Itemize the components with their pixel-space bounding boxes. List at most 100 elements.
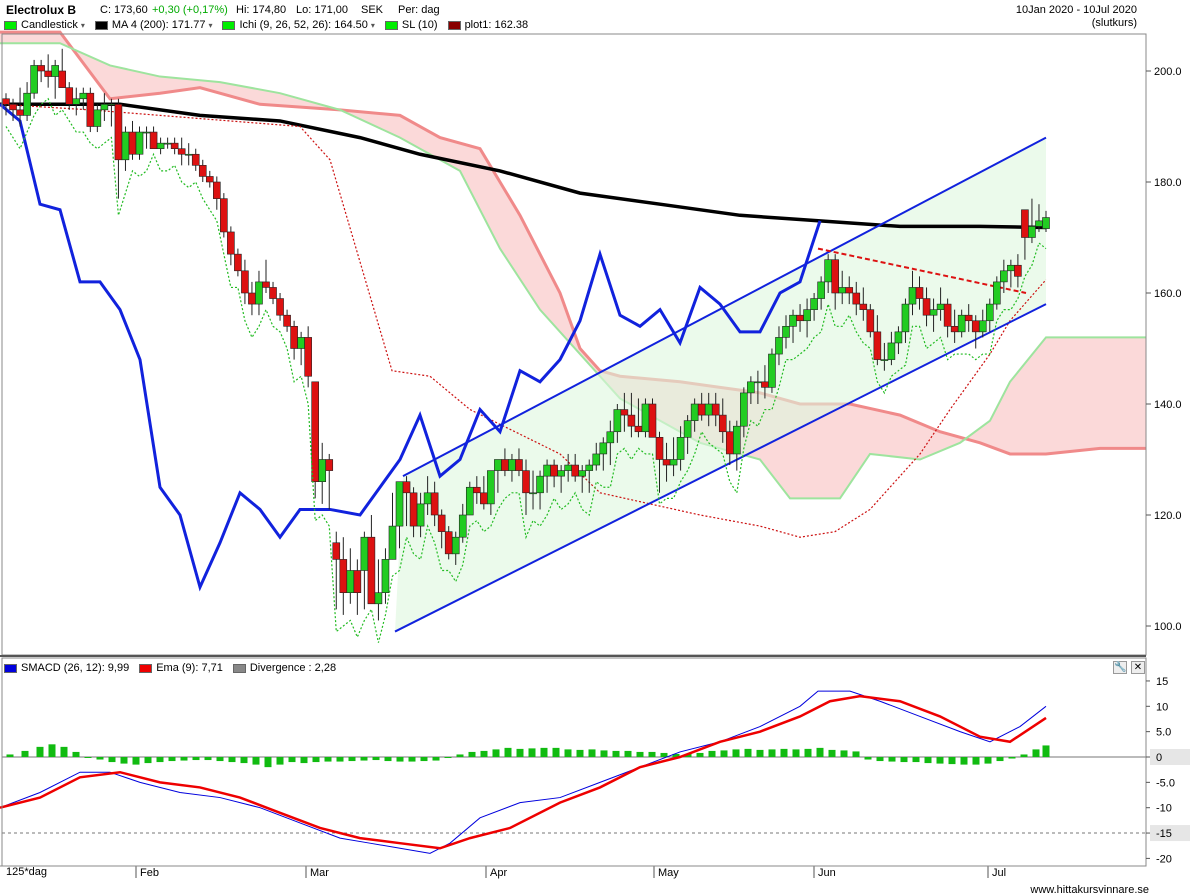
candle: [620, 409, 629, 416]
histogram-bar: [624, 750, 632, 757]
candle: [184, 153, 193, 156]
candle: [761, 381, 769, 388]
candle: [592, 453, 601, 466]
macd-chart[interactable]: [0, 690, 1146, 854]
histogram-bar: [72, 751, 80, 757]
axes: 100.0 120.0 140.0 160.0 180.0 200.0 Feb Mar Apr M…: [0, 33, 1190, 879]
legend-ema[interactable]: Ema (9): 7,71: [139, 662, 223, 674]
histogram-bar: [768, 749, 776, 757]
histogram-bar: [336, 757, 344, 762]
candle: [142, 131, 151, 134]
legend-smacd[interactable]: SMACD (26, 12): 9,99: [4, 662, 129, 674]
macd-tick-label: -5.0: [1156, 777, 1175, 789]
candle: [789, 314, 797, 327]
candle: [915, 287, 924, 299]
candle: [978, 320, 987, 333]
candle: [697, 403, 706, 416]
candle: [796, 314, 804, 322]
candle: [585, 464, 594, 471]
candle: [135, 131, 144, 155]
histogram-bar: [384, 757, 392, 762]
candle: [402, 481, 411, 494]
candle: [740, 392, 748, 427]
histogram-bar: [6, 754, 14, 757]
dropdown-icon[interactable]: ▾: [370, 20, 375, 30]
histogram-bar: [360, 757, 368, 761]
ma-swatch: [94, 20, 108, 30]
candle: [943, 303, 952, 327]
price-chart[interactable]: [0, 30, 1146, 643]
candle: [718, 414, 727, 433]
histogram-bar: [156, 757, 164, 763]
candle: [606, 431, 615, 444]
candle: [51, 65, 59, 77]
candle: [838, 287, 847, 294]
candle: [775, 337, 783, 355]
histogram-bar: [576, 749, 584, 757]
candle: [304, 337, 312, 377]
dropdown-icon[interactable]: ▾: [208, 20, 213, 30]
candle: [388, 525, 397, 560]
legend-ma[interactable]: MA 4 (200): 171.77 ▾: [94, 19, 213, 31]
candle: [128, 131, 137, 155]
candle: [220, 198, 228, 233]
candle: [901, 303, 910, 333]
histogram-bar: [456, 754, 464, 757]
candle: [297, 337, 305, 349]
candle: [93, 109, 102, 127]
candle: [44, 70, 52, 77]
histogram-bar: [1042, 745, 1050, 757]
candle: [845, 287, 854, 294]
candle: [191, 153, 200, 166]
histogram-bar: [984, 757, 992, 764]
candle: [107, 104, 116, 106]
legend-divergence[interactable]: Divergence : 2,28: [232, 662, 336, 674]
high-value: Hi: 174,80: [236, 4, 287, 16]
candle: [1028, 226, 1036, 238]
candle: [662, 459, 671, 466]
candle: [451, 536, 460, 555]
histogram-bar: [396, 757, 404, 762]
month-tick-label: Apr: [490, 867, 507, 879]
candle: [290, 325, 298, 349]
candle: [515, 459, 523, 471]
histogram-bar: [828, 749, 836, 757]
histogram-bar: [792, 749, 800, 757]
legend-ichi[interactable]: Ichi (9, 26, 52, 26): 164.50 ▾: [222, 19, 375, 31]
candle: [880, 359, 889, 361]
histogram-bar: [672, 753, 680, 757]
histogram-bar: [864, 757, 872, 760]
price-tick-label: 120.0: [1154, 510, 1182, 522]
trend-channel-upper: [402, 136, 1047, 478]
histogram-bar: [660, 752, 668, 757]
candle: [381, 559, 390, 594]
candle: [465, 486, 474, 516]
legend-candlestick[interactable]: Candlestick ▾: [4, 19, 85, 31]
ema-line: [0, 694, 1047, 850]
candle: [627, 414, 636, 427]
candle: [676, 436, 685, 460]
candle: [957, 314, 966, 333]
month-tick-label: Jun: [818, 867, 836, 879]
close-icon[interactable]: ✕: [1131, 661, 1145, 674]
legend-sl[interactable]: SL (10): [384, 19, 438, 31]
histogram-bar: [564, 749, 572, 757]
macd-value-box: [1150, 825, 1190, 842]
candle: [353, 570, 362, 594]
candle: [704, 403, 713, 416]
legend-plot1[interactable]: plot1: 162.38: [447, 19, 528, 31]
candle: [950, 325, 959, 333]
candle: [494, 459, 502, 471]
candle: [1021, 209, 1029, 238]
histogram-bar: [252, 757, 260, 765]
candle: [564, 464, 572, 471]
candle: [508, 459, 516, 471]
ichi-swatch: [222, 20, 236, 30]
wrench-icon[interactable]: 🔧: [1113, 661, 1127, 674]
ichimoku-cloud: [0, 32, 1146, 499]
candle: [248, 292, 256, 305]
dropdown-icon[interactable]: ▾: [80, 20, 85, 30]
candle: [754, 381, 762, 384]
interval-label: 125*dag: [6, 866, 47, 878]
